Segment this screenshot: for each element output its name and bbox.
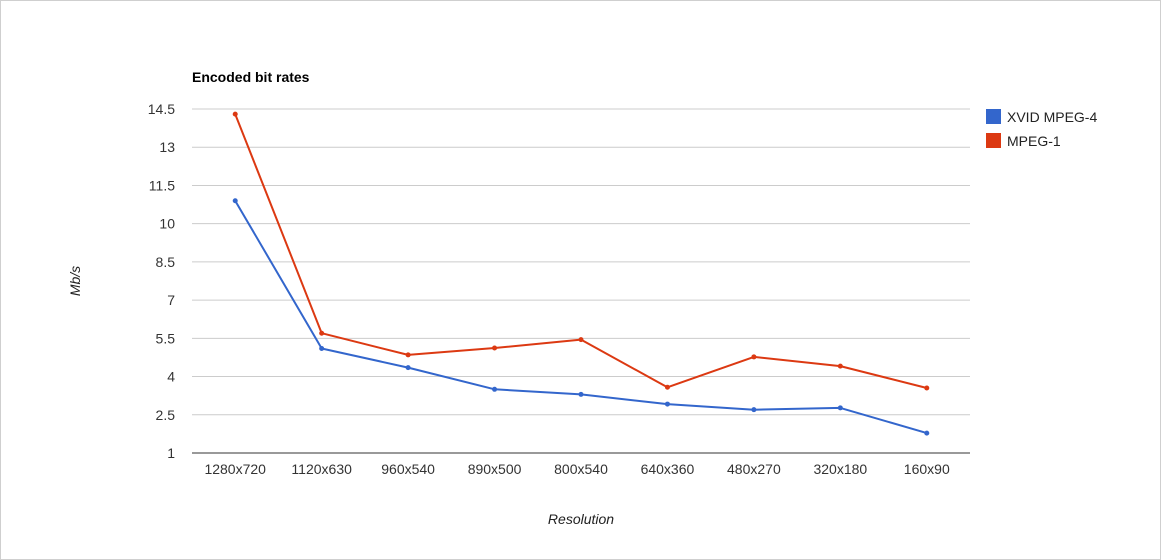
data-point xyxy=(405,365,411,371)
data-point xyxy=(578,337,584,343)
y-axis-ticks: 1 2.5 4 5.5 7 8.5 10 11.5 13 14.5 xyxy=(148,101,175,461)
y-tick-label: 13 xyxy=(159,139,175,155)
x-tick-label: 320x180 xyxy=(813,461,867,477)
y-tick-label: 4 xyxy=(167,369,175,385)
x-tick-label: 1120x630 xyxy=(291,461,352,477)
data-point xyxy=(319,346,325,352)
data-point xyxy=(319,330,325,336)
x-tick-label: 960x540 xyxy=(381,461,435,477)
legend: XVID MPEG-4 MPEG-1 xyxy=(986,109,1097,149)
x-tick-label: 800x540 xyxy=(554,461,608,477)
data-point xyxy=(664,401,670,407)
data-point xyxy=(924,430,930,436)
y-tick-label: 1 xyxy=(167,445,175,461)
y-tick-label: 14.5 xyxy=(148,101,175,117)
grid-lines xyxy=(192,108,970,454)
data-point xyxy=(492,345,498,351)
x-axis-title: Resolution xyxy=(548,511,614,527)
y-tick-label: 5.5 xyxy=(156,330,176,346)
data-point xyxy=(924,385,930,391)
y-axis-title: Mb/s xyxy=(67,266,83,296)
x-tick-label: 160x90 xyxy=(904,461,950,477)
chart-title: Encoded bit rates xyxy=(192,69,310,85)
y-tick-label: 10 xyxy=(159,216,175,232)
data-point xyxy=(232,111,238,117)
legend-swatch xyxy=(986,109,1001,124)
data-point xyxy=(664,384,670,390)
series-line xyxy=(234,200,928,435)
data-point xyxy=(751,354,757,360)
data-point xyxy=(492,386,498,392)
legend-swatch xyxy=(986,133,1001,148)
data-point xyxy=(837,405,843,411)
y-tick-label: 11.5 xyxy=(149,177,175,193)
y-tick-label: 7 xyxy=(167,292,175,308)
x-tick-label: 480x270 xyxy=(727,461,781,477)
data-point xyxy=(232,198,238,204)
data-point xyxy=(405,352,411,358)
x-tick-label: 1280x720 xyxy=(204,461,266,477)
data-point xyxy=(578,391,584,397)
series-2 xyxy=(232,111,930,391)
series-1 xyxy=(232,198,930,436)
series-lines xyxy=(232,111,930,436)
x-axis-ticks: 1280x720 1120x630 960x540 890x500 800x540 640… xyxy=(204,461,949,477)
legend-label: MPEG-1 xyxy=(1007,133,1061,149)
data-point xyxy=(837,363,843,369)
y-tick-label: 2.5 xyxy=(156,407,176,423)
data-point xyxy=(751,407,757,413)
legend-label: XVID MPEG-4 xyxy=(1007,109,1097,125)
x-tick-label: 640x360 xyxy=(641,461,695,477)
y-tick-label: 8.5 xyxy=(156,254,176,270)
series-line xyxy=(234,113,928,389)
x-tick-label: 890x500 xyxy=(468,461,522,477)
